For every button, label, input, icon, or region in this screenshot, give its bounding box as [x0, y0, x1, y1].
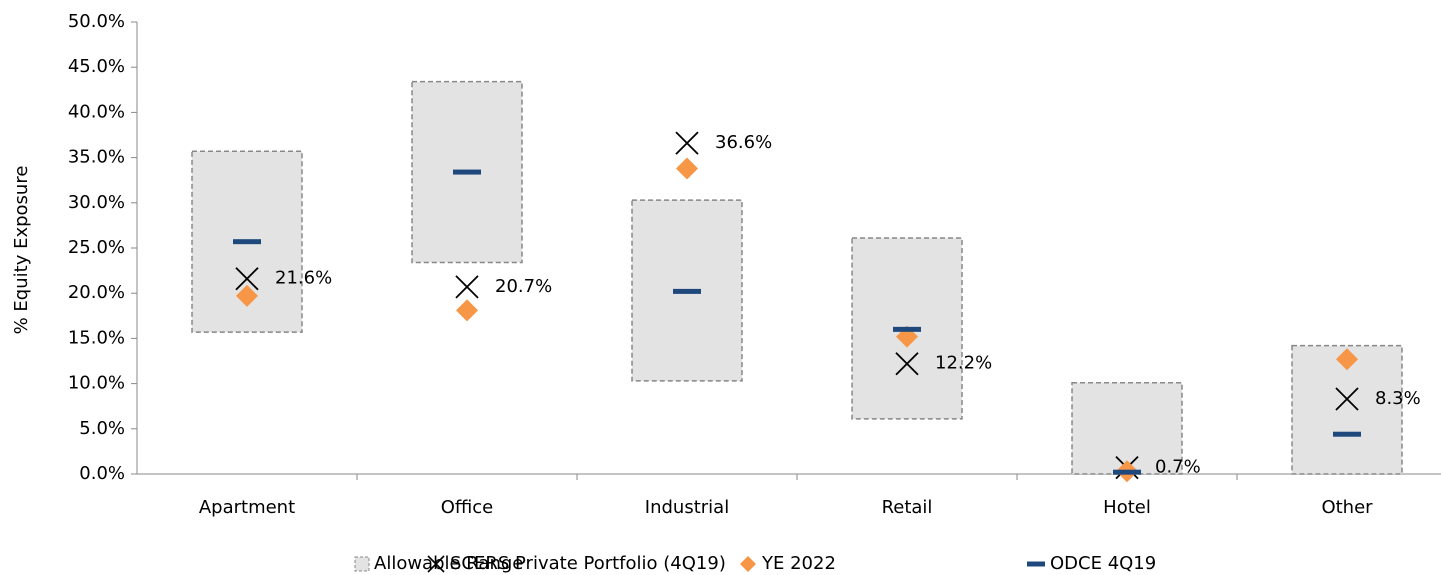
y-tick-label: 15.0%: [68, 327, 125, 348]
value-label: 0.7%: [1155, 457, 1201, 478]
dash-marker: [453, 169, 481, 175]
y-tick-label: 10.0%: [68, 373, 125, 394]
dash-marker: [233, 239, 261, 245]
y-tick-label: 5.0%: [79, 418, 125, 439]
x-tick-label: Industrial: [645, 497, 729, 518]
legend-swatch: [427, 555, 445, 573]
y-tick-label: 0.0%: [79, 463, 125, 484]
dash-marker: [673, 288, 701, 294]
diamond-marker: [676, 157, 698, 180]
legend-swatch: [1027, 561, 1045, 567]
y-tick-label: 30.0%: [68, 192, 125, 213]
value-label: 36.6%: [715, 132, 772, 153]
y-tick-label: 50.0%: [68, 11, 125, 32]
y-axis-label: % Equity Exposure: [11, 166, 32, 335]
x-tick-label: Office: [441, 497, 494, 518]
y-tick-label: 45.0%: [68, 56, 125, 77]
legend-label: YE 2022: [761, 553, 836, 574]
dash-marker: [1113, 469, 1141, 475]
x-tick-label: Retail: [882, 497, 933, 518]
legend-label: SCERS Private Portfolio (4Q19): [450, 553, 726, 574]
x-marker: [675, 131, 699, 155]
value-label: 12.2%: [935, 353, 992, 374]
value-label: 21.6%: [275, 268, 332, 289]
y-tick-label: 35.0%: [68, 147, 125, 168]
x-tick-label: Apartment: [199, 497, 295, 518]
dash-marker: [1333, 431, 1361, 437]
value-label: 8.3%: [1375, 388, 1421, 409]
diamond-marker: [236, 284, 258, 307]
legend-label: Allowable Range: [374, 553, 523, 574]
x-tick-label: Other: [1321, 497, 1373, 518]
value-label: 20.7%: [495, 276, 552, 297]
legend-swatch: [354, 556, 370, 572]
x-tick-label: Hotel: [1103, 497, 1151, 518]
x-marker: [1335, 387, 1359, 411]
x-marker: [895, 352, 919, 376]
x-marker: [455, 275, 479, 299]
dash-marker: [893, 326, 921, 332]
diamond-marker: [456, 299, 478, 322]
y-tick-label: 25.0%: [68, 237, 125, 258]
diamond-marker: [1336, 348, 1358, 371]
y-tick-label: 40.0%: [68, 101, 125, 122]
legend-swatch: [740, 556, 756, 572]
legend-label: ODCE 4Q19: [1050, 553, 1156, 574]
y-tick-label: 20.0%: [68, 282, 125, 303]
x-marker: [235, 267, 259, 291]
